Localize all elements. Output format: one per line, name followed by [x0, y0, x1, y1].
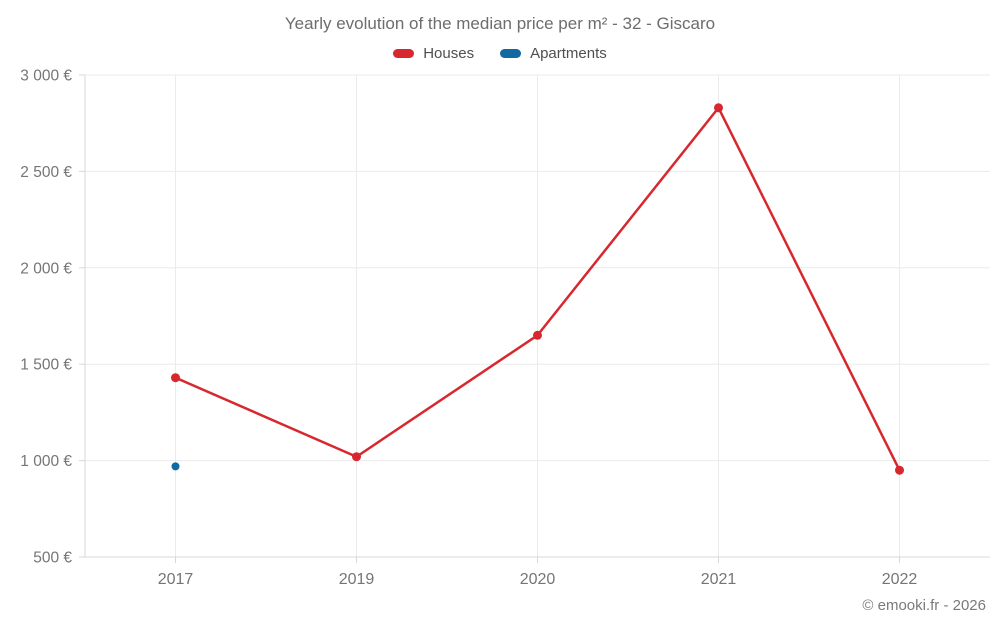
x-axis: 2017 2019 2020 2021 2022: [158, 557, 918, 588]
y-axis: 500 € 1 000 € 1 500 € 2 000 € 2 500 € 3 000 €: [20, 68, 85, 567]
data-point-houses-2017: [171, 373, 180, 383]
legend-item-houses[interactable]: Houses: [393, 45, 474, 62]
x-tick-label: 2017: [158, 571, 194, 588]
y-tick-label: 1 000 €: [20, 453, 72, 470]
x-tick-label: 2020: [520, 571, 556, 588]
legend-item-apartments[interactable]: Apartments: [500, 45, 607, 62]
y-tick-label: 3 000 €: [20, 68, 72, 85]
y-tick-label: 2 000 €: [20, 260, 72, 277]
chart-title: Yearly evolution of the median price per…: [284, 14, 716, 33]
legend-swatch-apartments: [500, 49, 522, 58]
chart-legend: Houses Apartments: [0, 45, 1000, 62]
data-point-houses-2022: [895, 465, 904, 475]
series-apartments: [171, 462, 180, 471]
x-tick-label: 2021: [701, 571, 737, 588]
copyright-credit: © emooki.fr - 2026: [862, 597, 986, 614]
legend-swatch-houses: [393, 49, 415, 58]
x-tick-label: 2019: [339, 571, 375, 588]
data-point-houses-2021: [714, 103, 723, 113]
y-tick-label: 2 500 €: [20, 164, 72, 181]
legend-label: Apartments: [530, 45, 607, 62]
legend-label: Houses: [423, 45, 475, 62]
gridlines: [85, 74, 990, 558]
x-tick-label: 2022: [882, 571, 918, 588]
data-point-apartments-2017: [171, 462, 180, 471]
data-point-houses-2020: [533, 330, 542, 340]
data-point-houses-2019: [352, 452, 361, 462]
series-houses: [171, 103, 904, 475]
y-tick-label: 1 500 €: [20, 357, 72, 374]
y-tick-label: 500 €: [33, 550, 72, 567]
